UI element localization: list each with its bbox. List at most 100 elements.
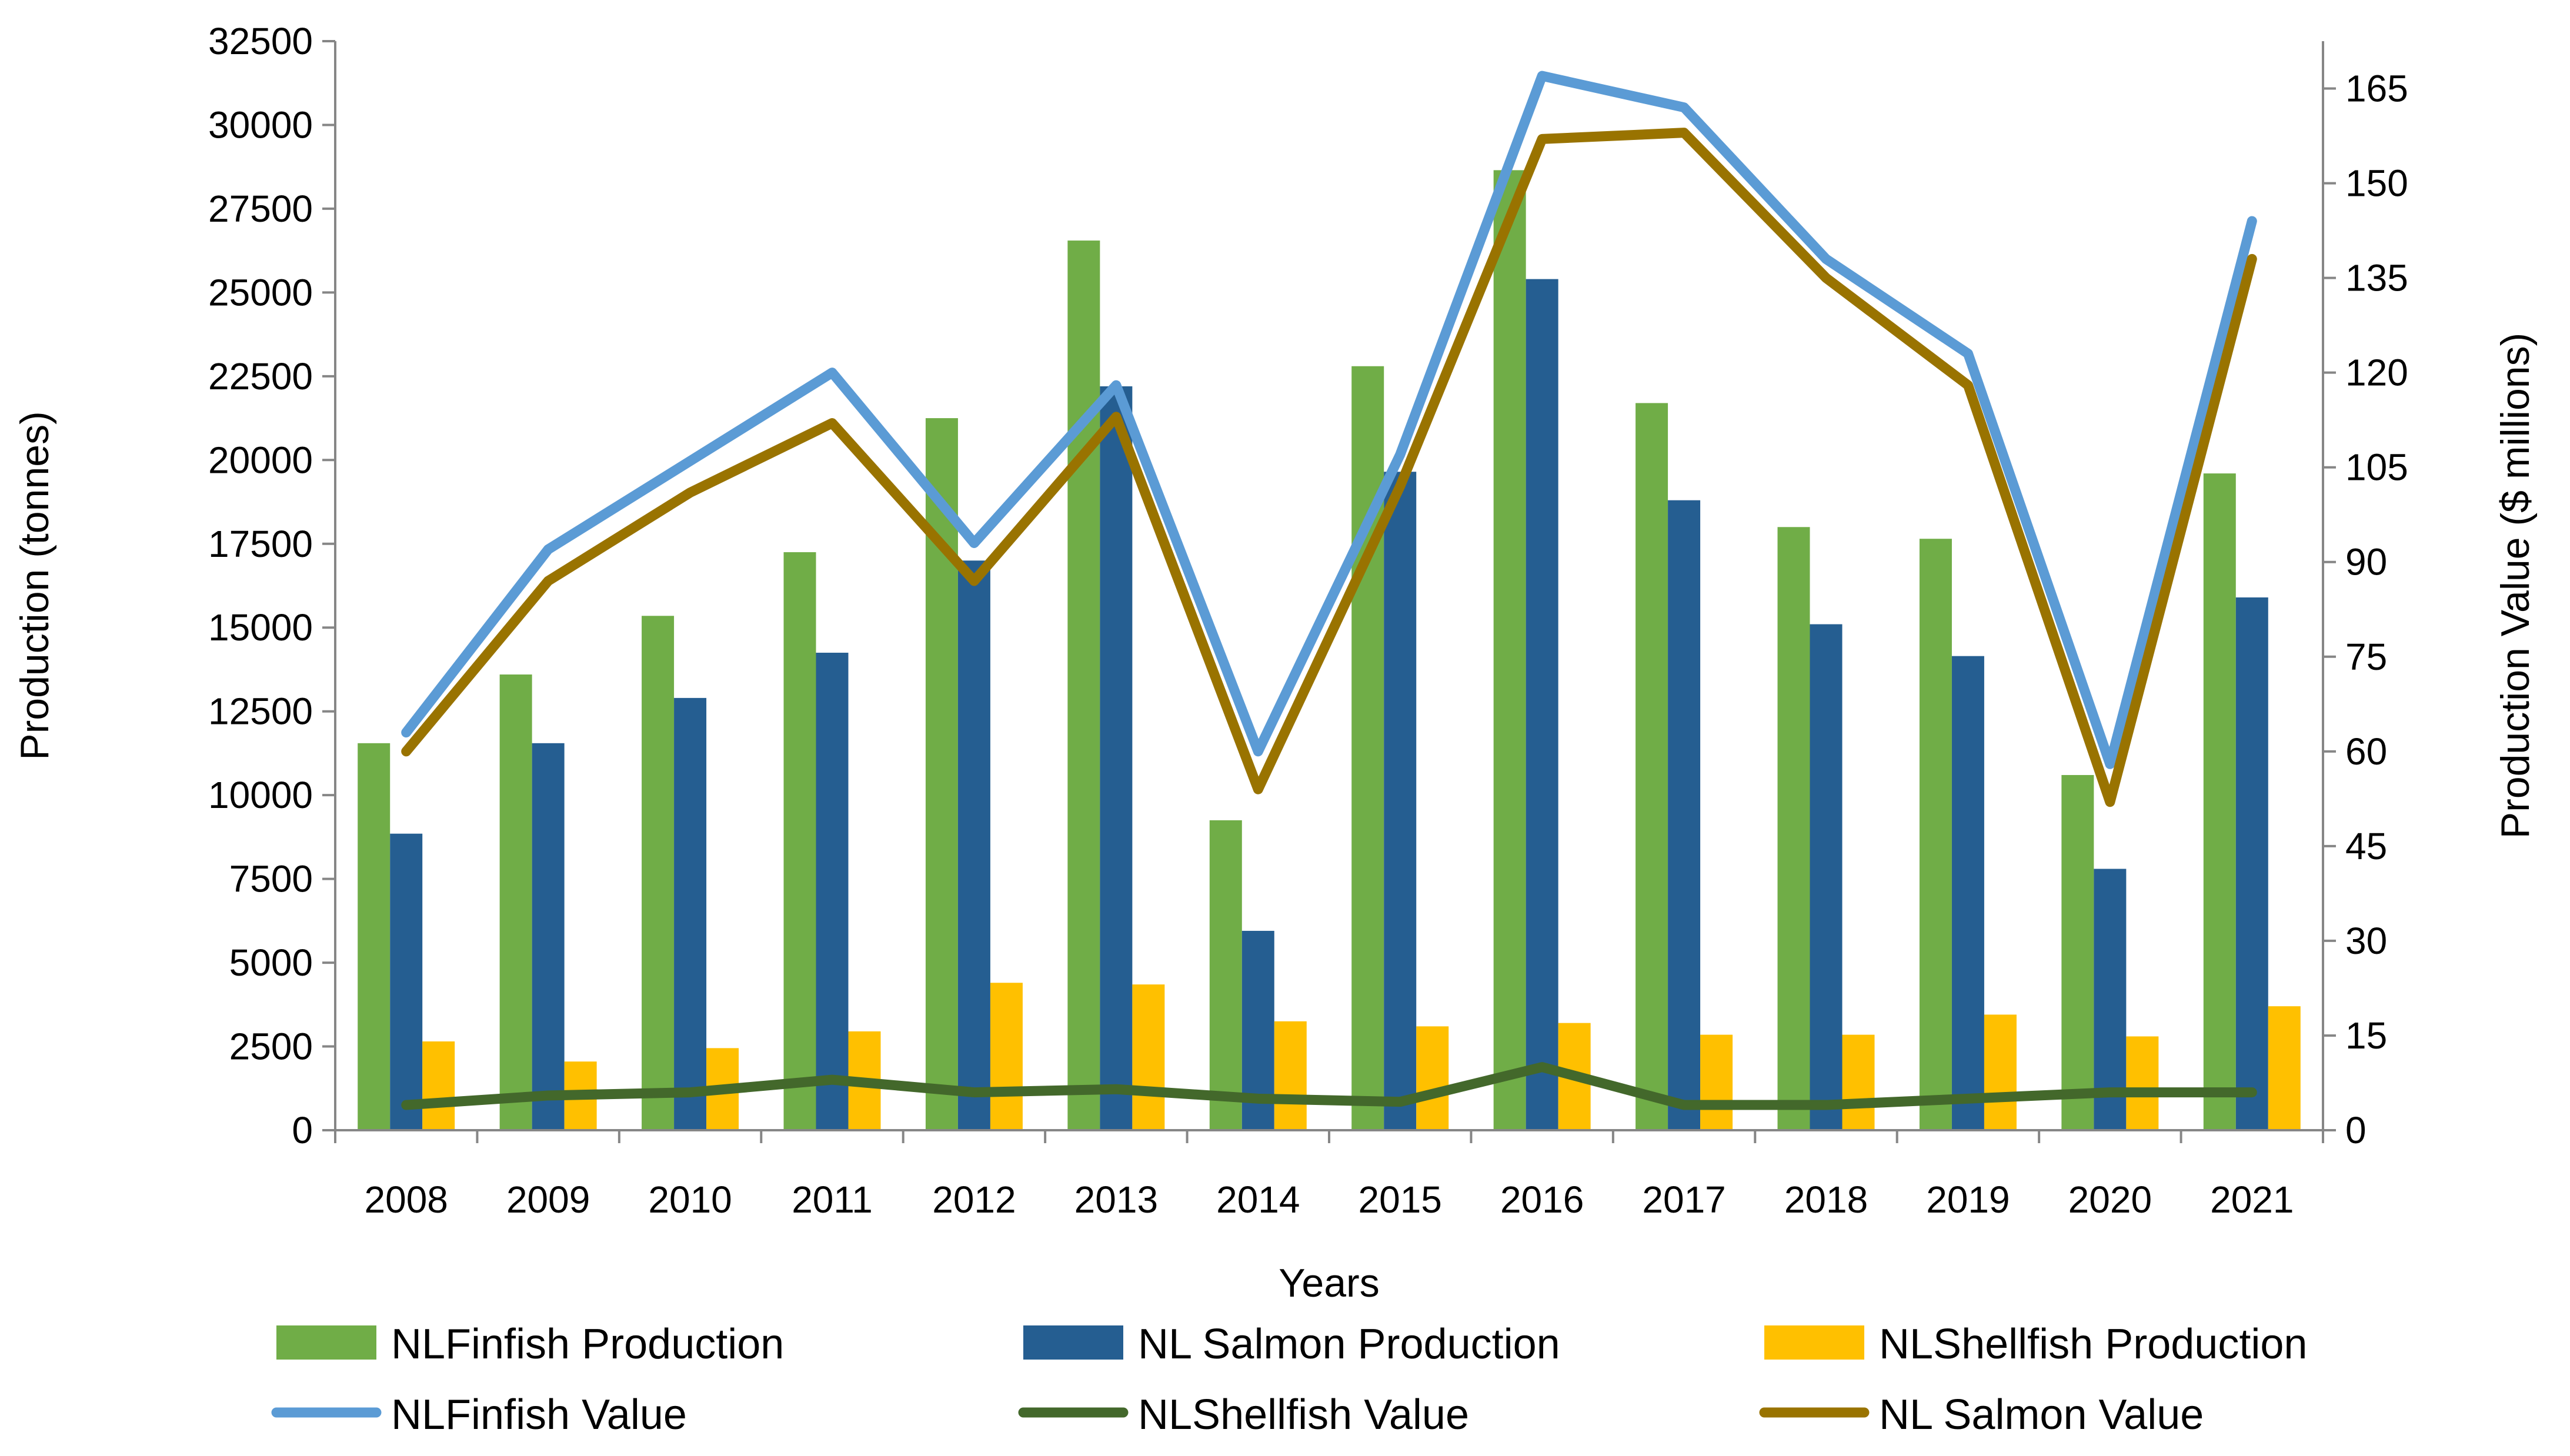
x-tick-label: 2009 xyxy=(506,1178,590,1221)
y2-tick-label: 15 xyxy=(2345,1014,2387,1057)
labels-layer: 0 2500 5000 7500 10000 12500 15000 17500 20000 22… xyxy=(208,20,2408,1221)
y-tick-label: 27500 xyxy=(208,188,313,230)
y-tick-label: 2500 xyxy=(229,1026,313,1068)
legend-item: NL Salmon Production xyxy=(1023,1321,1560,1368)
bar-2-2021 xyxy=(2268,1006,2301,1130)
y-tick-label: 17500 xyxy=(208,523,313,565)
bar-0-2011 xyxy=(783,552,816,1130)
line-series-1 xyxy=(401,1062,2257,1110)
y-tick-label: 7500 xyxy=(229,858,313,900)
bar-1-2012 xyxy=(957,560,990,1130)
y-tick-label: 15000 xyxy=(208,606,313,649)
legend-item: NLShellfish Production xyxy=(1764,1321,2307,1368)
bar-1-2017 xyxy=(1668,500,1701,1130)
axes-layer xyxy=(322,40,2336,1143)
legend-item: NLFinfish Production xyxy=(276,1321,784,1368)
legend-label: NL Salmon Production xyxy=(1138,1321,1560,1368)
lines-layer xyxy=(401,71,2257,1110)
legend-label: NL Salmon Value xyxy=(1879,1391,2204,1438)
x-tick-label: 2014 xyxy=(1216,1178,1300,1221)
bar-1-2008 xyxy=(390,833,423,1130)
bar-1-2010 xyxy=(674,697,707,1130)
bar-0-2018 xyxy=(1777,527,1810,1131)
bar-0-2017 xyxy=(1636,403,1668,1130)
x-tick-label: 2010 xyxy=(648,1178,732,1221)
line-series-0 xyxy=(401,71,2257,769)
bar-2-2012 xyxy=(990,983,1023,1130)
x-axis-title: Years xyxy=(1279,1261,1379,1305)
bar-0-2013 xyxy=(1067,241,1100,1130)
y2-tick-label: 120 xyxy=(2345,352,2408,394)
bar-2-2020 xyxy=(2126,1036,2159,1130)
legend-label: NLShellfish Production xyxy=(1879,1321,2307,1368)
y2-tick-label: 90 xyxy=(2345,541,2387,583)
legend-swatch xyxy=(1764,1325,1864,1360)
bar-1-2015 xyxy=(1384,472,1417,1130)
y-tick-label: 32500 xyxy=(208,20,313,62)
x-tick-label: 2013 xyxy=(1074,1178,1158,1221)
x-tick-label: 2015 xyxy=(1359,1178,1442,1221)
bar-2-2017 xyxy=(1700,1034,1733,1130)
y2-tick-label: 165 xyxy=(2345,68,2408,110)
legend-swatch xyxy=(1023,1325,1123,1360)
y-tick-label: 22500 xyxy=(208,355,313,398)
legend-label: NLShellfish Value xyxy=(1138,1391,1469,1438)
bar-1-2020 xyxy=(2094,869,2127,1130)
bar-0-2019 xyxy=(1919,539,1952,1130)
bar-0-2009 xyxy=(499,674,532,1130)
line-series-2 xyxy=(401,128,2257,807)
y2-tick-label: 30 xyxy=(2345,920,2387,962)
x-tick-label: 2016 xyxy=(1500,1178,1584,1221)
bar-0-2021 xyxy=(2203,473,2236,1130)
y-tick-label: 12500 xyxy=(208,690,313,733)
bar-1-2021 xyxy=(2235,597,2268,1130)
bar-0-2008 xyxy=(358,743,390,1130)
bar-0-2020 xyxy=(2061,774,2094,1130)
legend-label: NLFinfish Value xyxy=(391,1391,687,1438)
bar-2-2015 xyxy=(1416,1026,1449,1130)
y-tick-label: 25000 xyxy=(208,271,313,313)
bar-2-2013 xyxy=(1132,984,1165,1130)
legend-label: NLFinfish Production xyxy=(391,1321,784,1368)
y2-tick-label: 60 xyxy=(2345,730,2387,773)
bar-2-2018 xyxy=(1842,1034,1875,1130)
legend-item: NLShellfish Value xyxy=(1018,1391,1469,1438)
y-tick-label: 30000 xyxy=(208,103,313,146)
x-tick-label: 2021 xyxy=(2210,1178,2294,1221)
x-tick-label: 2020 xyxy=(2068,1178,2152,1221)
x-tick-label: 2019 xyxy=(1926,1178,2010,1221)
legend: NLFinfish Production NL Salmon Production… xyxy=(271,1321,2307,1438)
bar-0-2016 xyxy=(1493,170,1526,1131)
y-tick-label: 20000 xyxy=(208,439,313,481)
y2-tick-label: 150 xyxy=(2345,162,2408,205)
bar-2-2008 xyxy=(422,1041,455,1130)
y-tick-label: 5000 xyxy=(229,941,313,984)
x-tick-label: 2018 xyxy=(1784,1178,1868,1221)
bar-1-2013 xyxy=(1100,386,1133,1130)
bar-0-2015 xyxy=(1351,366,1384,1131)
bar-0-2014 xyxy=(1209,820,1242,1130)
bar-1-2009 xyxy=(532,743,565,1130)
legend-item: NL Salmon Value xyxy=(1759,1391,2204,1438)
y-tick-label: 10000 xyxy=(208,774,313,816)
bar-2-2014 xyxy=(1274,1021,1307,1130)
y-axis-title: Production (tonnes) xyxy=(12,411,57,760)
bar-2-2019 xyxy=(1984,1014,2017,1130)
x-tick-label: 2011 xyxy=(792,1178,873,1221)
x-tick-label: 2012 xyxy=(932,1178,1016,1221)
bar-1-2011 xyxy=(816,652,849,1130)
y-tick-label: 0 xyxy=(292,1109,313,1151)
legend-swatch xyxy=(276,1325,376,1360)
bar-1-2019 xyxy=(1951,656,1984,1130)
y2-axis-title: Production Value ($ millions) xyxy=(2493,333,2538,839)
y2-tick-label: 0 xyxy=(2345,1109,2367,1151)
bar-0-2010 xyxy=(642,616,675,1130)
x-tick-label: 2017 xyxy=(1642,1178,1725,1221)
bar-1-2016 xyxy=(1526,279,1558,1130)
bar-1-2018 xyxy=(1810,624,1843,1130)
bars-layer xyxy=(358,170,2301,1131)
y2-tick-label: 105 xyxy=(2345,446,2408,489)
y2-tick-label: 75 xyxy=(2345,636,2387,678)
